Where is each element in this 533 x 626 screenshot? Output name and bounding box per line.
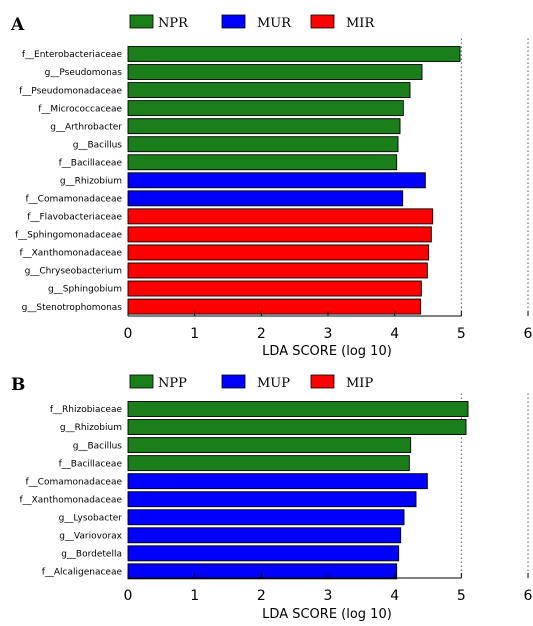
legend-label-mip: MIP bbox=[346, 376, 373, 391]
category-label: f__Bacillaceae bbox=[59, 158, 123, 168]
category-label: f__Bacillaceae bbox=[59, 459, 123, 469]
legend-label-npr: NPR bbox=[158, 16, 189, 31]
category-label: g__Arthrobacter bbox=[50, 122, 122, 132]
bar-gbordetella bbox=[127, 545, 400, 562]
category-label: g__Bacillus bbox=[73, 441, 123, 451]
category-label: g__Bacillus bbox=[73, 140, 123, 150]
legend-label-mur: MUR bbox=[257, 16, 292, 31]
bar-grhizobium bbox=[127, 419, 467, 435]
x-tick-label: 6 bbox=[524, 588, 533, 604]
bar-gpseudomonas bbox=[127, 64, 423, 80]
bar-fcomamonadaceae bbox=[127, 190, 404, 207]
x-tick-label: 0 bbox=[124, 588, 133, 604]
bar-gchryseobacterium bbox=[127, 262, 428, 279]
legend-swatch-npr bbox=[129, 14, 154, 29]
bar-fcomamonadaceae bbox=[127, 473, 428, 490]
bar-grhizobium bbox=[127, 172, 426, 189]
bar-frhizobiaceae bbox=[127, 401, 469, 417]
x-tick-label: 3 bbox=[324, 588, 333, 604]
legend-swatch-mir bbox=[310, 14, 335, 29]
bar-falcaligenaceae bbox=[127, 563, 398, 580]
bar-garthrobacter bbox=[127, 118, 401, 135]
category-label: g__Bordetella bbox=[61, 550, 122, 560]
x-tick-label: 5 bbox=[457, 326, 466, 342]
bar-fflavobacteriaceae bbox=[127, 208, 434, 225]
x-tick-label: 4 bbox=[390, 326, 399, 342]
category-label: g__Chryseobacterium bbox=[25, 267, 122, 277]
bar-fmicrococcaceae bbox=[127, 100, 404, 117]
x-tick-label: 6 bbox=[524, 326, 533, 342]
category-label: f__Alcaligenaceae bbox=[42, 568, 123, 578]
x-axis-title: LDA SCORE (log 10) bbox=[262, 344, 392, 359]
panel-b: B NPP MUP MIP f__Rhizobiaceae g__Rhizobium g__… bbox=[11, 374, 533, 622]
category-label: f__Flavobacteriaceae bbox=[27, 213, 122, 223]
x-tick-label: 1 bbox=[190, 326, 199, 342]
category-label: g__Rhizobium bbox=[60, 423, 122, 433]
bar-fxanthomonadaceae bbox=[127, 244, 430, 261]
legend-label-mir: MIR bbox=[346, 16, 375, 31]
category-label: f__Comamonadaceae bbox=[26, 477, 123, 487]
panel-label: A bbox=[10, 15, 25, 35]
category-label: g__Sphingobium bbox=[48, 285, 122, 295]
bar-fbacillaceae bbox=[127, 455, 410, 472]
category-label: g__Lysobacter bbox=[59, 513, 123, 523]
legend-label-mup: MUP bbox=[257, 376, 290, 391]
x-tick-label: 2 bbox=[257, 588, 266, 604]
bar-fxanthomonadaceae bbox=[127, 491, 417, 508]
category-label: f__Comamonadaceae bbox=[26, 195, 123, 205]
x-tick-label: 3 bbox=[324, 326, 333, 342]
bar-fenterobacteriaceae bbox=[127, 46, 461, 62]
panel-a: A NPR MUR MIR f__Enterobacteriaceae g__Pseudo… bbox=[10, 14, 533, 359]
legend-label-npp: NPP bbox=[158, 376, 187, 391]
legend-swatch-mur bbox=[221, 14, 246, 29]
panel-label: B bbox=[11, 375, 25, 395]
category-label: f__Pseudomonadaceae bbox=[19, 86, 122, 96]
legend-swatch-mip bbox=[310, 374, 335, 389]
category-label: f__Enterobacteriaceae bbox=[22, 50, 123, 60]
category-label: f__Xanthomonadaceae bbox=[19, 495, 122, 505]
x-axis-title: LDA SCORE (log 10) bbox=[262, 607, 392, 622]
x-tick-label: 1 bbox=[190, 588, 199, 604]
category-label: f__Xanthomonadaceae bbox=[19, 249, 122, 259]
category-label: f__Micrococcaceae bbox=[38, 104, 122, 114]
bar-fbacillaceae bbox=[127, 154, 398, 171]
bar-gbacillus bbox=[127, 437, 412, 454]
legend-swatch-mup bbox=[221, 374, 246, 389]
bar-glysobacter bbox=[127, 509, 405, 526]
bar-gbacillus bbox=[127, 136, 399, 153]
bar-gsphingobium bbox=[127, 280, 422, 297]
x-tick-label: 4 bbox=[390, 588, 399, 604]
category-label: g__Pseudomonas bbox=[45, 68, 123, 78]
category-label: g__Rhizobium bbox=[60, 176, 122, 186]
category-label: f__Rhizobiaceae bbox=[50, 405, 123, 415]
bar-fpseudomonadaceae bbox=[127, 82, 411, 99]
bar-gstenotrophomonas bbox=[127, 298, 422, 315]
bar-fsphingomonadaceae bbox=[127, 226, 432, 243]
category-label: g__Stenotrophomonas bbox=[22, 303, 123, 313]
x-tick-label: 0 bbox=[124, 326, 133, 342]
legend-swatch-npp bbox=[129, 374, 154, 389]
x-tick-label: 5 bbox=[457, 588, 466, 604]
category-label: g__Variovorax bbox=[59, 531, 122, 541]
bar-gvariovorax bbox=[127, 527, 402, 544]
x-tick-label: 2 bbox=[257, 326, 266, 342]
category-label: f__Sphingomonadaceae bbox=[15, 231, 122, 241]
